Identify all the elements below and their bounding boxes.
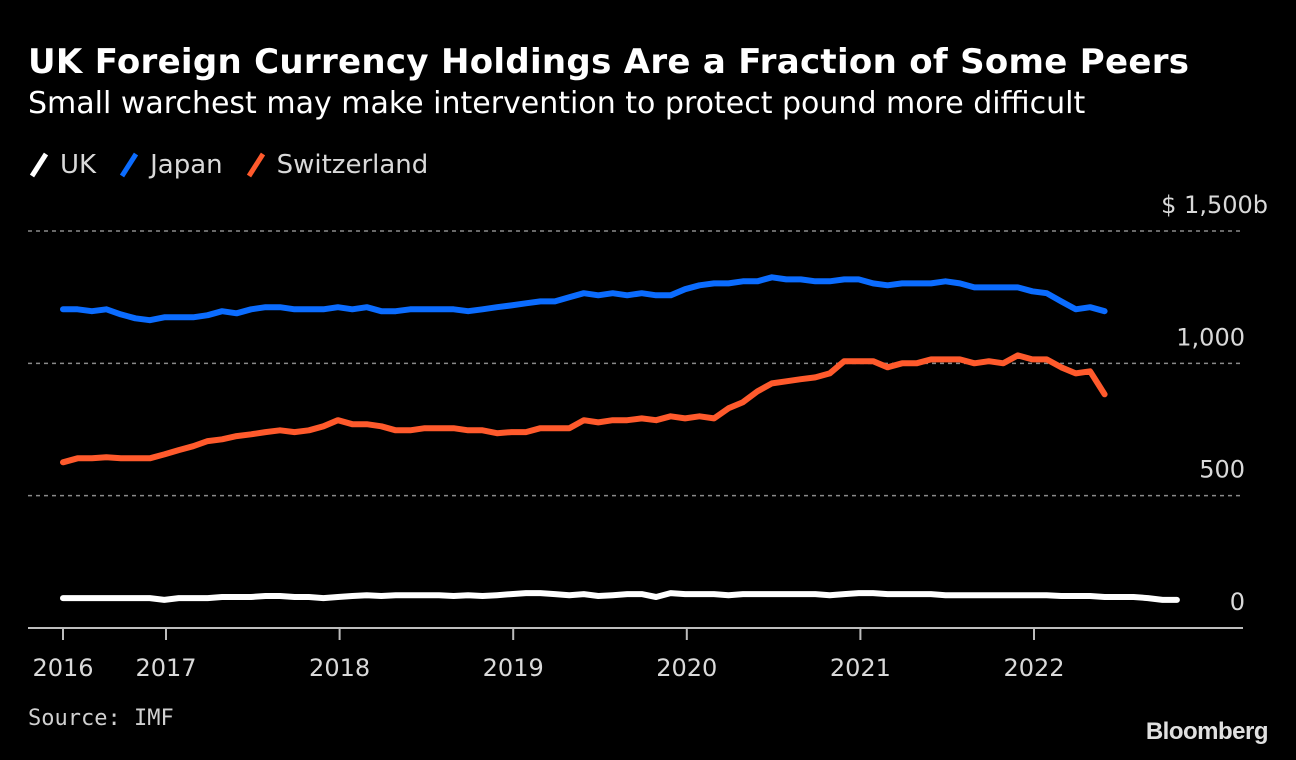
- y-tick-label: 0: [1230, 588, 1245, 616]
- x-tick-label: 2022: [1003, 654, 1064, 682]
- legend-label-uk: UK: [60, 150, 97, 180]
- legend-item-japan: Japan: [118, 150, 223, 180]
- source-note: Source: IMF: [28, 706, 174, 731]
- series-line-uk: [60, 590, 1180, 603]
- x-tick-label: 2016: [32, 654, 93, 682]
- gridlines: [28, 230, 1243, 497]
- y-axis-labels: $ 1,500b 1,000 500 0: [1161, 191, 1268, 616]
- x-tick-label: 2018: [309, 654, 370, 682]
- legend-item-switzerland: Switzerland: [245, 150, 429, 180]
- y-tick-label: 500: [1199, 456, 1245, 484]
- legend-label-switzerland: Switzerland: [276, 150, 429, 180]
- x-tick-label: 2020: [656, 654, 717, 682]
- legend-swatch-switzerland-icon: [246, 152, 265, 178]
- x-axis: 2016 2017 2018 2019 2020 2021 2022: [28, 627, 1243, 682]
- legend-item-uk: UK: [28, 150, 96, 180]
- x-tick-label: 2017: [135, 654, 196, 682]
- legend-swatch-uk-icon: [29, 152, 49, 178]
- series-lines: [60, 274, 1180, 603]
- y-tick-label: 1,000: [1176, 323, 1245, 351]
- legend: UK Japan Switzerland: [28, 150, 450, 180]
- chart-title: UK Foreign Currency Holdings Are a Fract…: [28, 42, 1190, 82]
- legend-swatch-japan-icon: [119, 152, 139, 178]
- y-tick-label: $ 1,500b: [1161, 191, 1268, 219]
- series-line-switzerland: [60, 352, 1108, 466]
- bloomberg-logo: Bloomberg: [1145, 718, 1269, 745]
- chart-subtitle: Small warchest may make intervention to …: [28, 86, 1086, 121]
- x-tick-label: 2021: [830, 654, 891, 682]
- series-line-japan: [60, 274, 1108, 324]
- x-tick-label: 2019: [483, 654, 544, 682]
- legend-label-japan: Japan: [150, 150, 223, 180]
